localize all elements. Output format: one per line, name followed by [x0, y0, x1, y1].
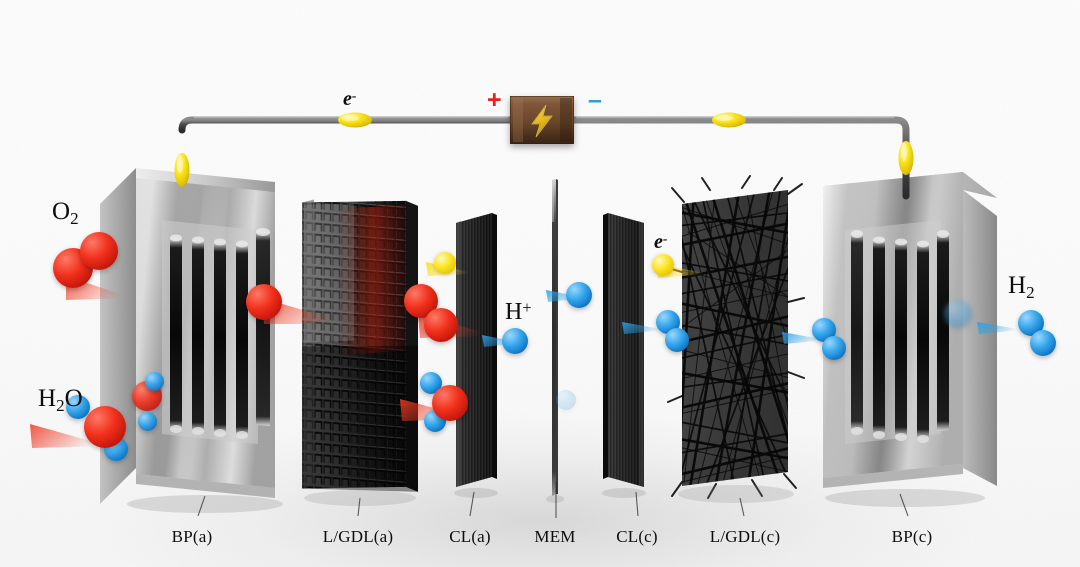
- caption-cl-c: CL(c): [616, 527, 658, 546]
- caption-lgdl-a: L/GDL(a): [322, 527, 394, 546]
- caption-bp-a: BP(a): [171, 527, 213, 546]
- caption-lgdl-c: L/GDL(c): [709, 527, 781, 546]
- caption-bp-c: BP(c): [891, 527, 933, 546]
